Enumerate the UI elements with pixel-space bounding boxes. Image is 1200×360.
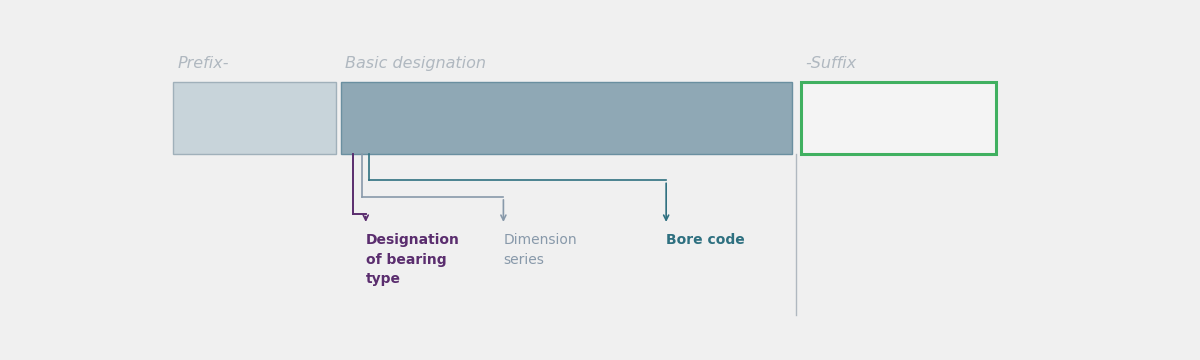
Text: Prefix-: Prefix- (178, 56, 229, 71)
FancyBboxPatch shape (173, 82, 336, 154)
FancyBboxPatch shape (341, 82, 792, 154)
FancyBboxPatch shape (802, 82, 996, 154)
Text: Bore code: Bore code (666, 233, 745, 247)
Text: -Suffix: -Suffix (805, 56, 857, 71)
Text: Basic designation: Basic designation (346, 56, 486, 71)
Text: Dimension
series: Dimension series (504, 233, 577, 267)
Text: Designation
of bearing
type: Designation of bearing type (366, 233, 460, 286)
